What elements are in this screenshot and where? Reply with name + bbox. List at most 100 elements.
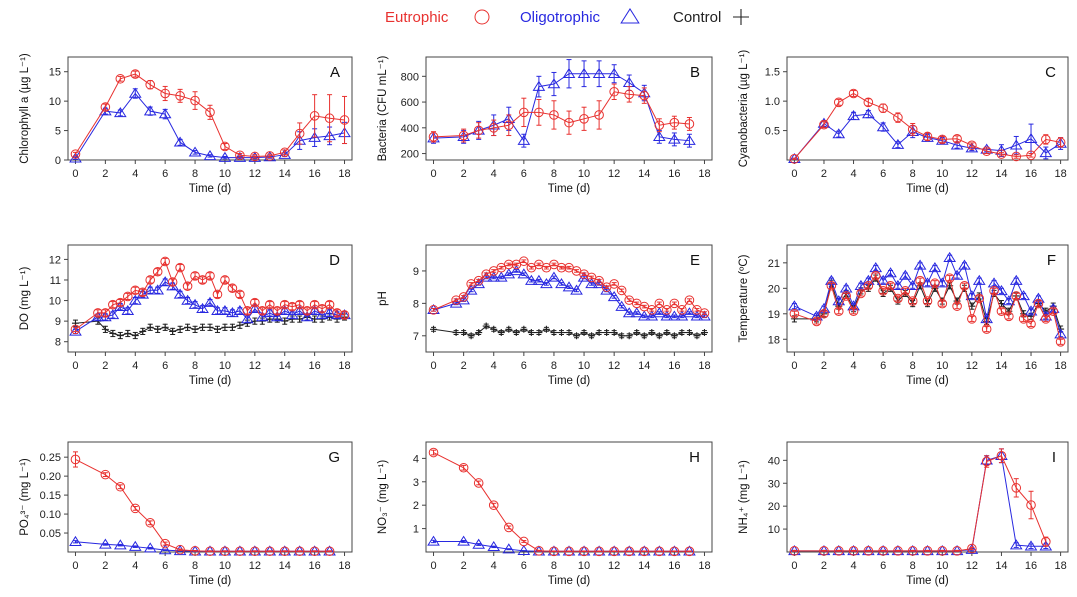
x-tick-label: 8 bbox=[910, 168, 916, 180]
panel-letter: D bbox=[329, 252, 340, 269]
data-point bbox=[1033, 298, 1044, 309]
series-line bbox=[75, 541, 330, 552]
data-point bbox=[1011, 291, 1022, 301]
data-point bbox=[861, 108, 875, 119]
x-tick-label: 0 bbox=[430, 168, 436, 180]
x-tick-label: 2 bbox=[821, 560, 827, 572]
data-point bbox=[646, 305, 657, 315]
data-point bbox=[458, 130, 469, 141]
data-point bbox=[547, 271, 561, 282]
series-eutrophic bbox=[428, 256, 710, 318]
series-line bbox=[794, 92, 1061, 160]
data-point bbox=[197, 275, 208, 285]
data-point bbox=[693, 332, 701, 340]
data-point bbox=[788, 544, 801, 556]
x-tick-label: 14 bbox=[279, 168, 291, 180]
data-point bbox=[967, 140, 977, 151]
data-point bbox=[203, 296, 217, 307]
data-point bbox=[683, 545, 696, 556]
data-point bbox=[700, 329, 708, 337]
data-point bbox=[921, 544, 934, 556]
data-point bbox=[257, 306, 268, 316]
x-tick-label: 0 bbox=[72, 560, 78, 572]
data-point bbox=[130, 285, 141, 296]
data-point bbox=[685, 329, 693, 337]
data-point bbox=[534, 546, 544, 556]
data-point bbox=[503, 259, 514, 270]
data-point bbox=[555, 278, 568, 289]
plot-frame bbox=[786, 56, 1069, 161]
data-point bbox=[996, 450, 1007, 461]
data-point bbox=[609, 546, 619, 557]
data-point bbox=[490, 325, 498, 333]
x-tick-label: 12 bbox=[608, 560, 620, 572]
x-tick-label: 18 bbox=[338, 168, 350, 180]
data-point bbox=[309, 546, 320, 557]
data-point bbox=[594, 546, 604, 557]
data-point bbox=[833, 97, 844, 108]
data-point bbox=[308, 545, 321, 556]
x-tick-label: 14 bbox=[638, 168, 650, 180]
data-point bbox=[654, 546, 665, 557]
data-point bbox=[143, 105, 157, 116]
data-point bbox=[577, 545, 591, 556]
data-point bbox=[577, 67, 591, 78]
data-point bbox=[1048, 306, 1059, 317]
data-point bbox=[505, 325, 513, 333]
data-point bbox=[848, 306, 859, 317]
data-point bbox=[205, 546, 215, 557]
data-point bbox=[167, 277, 178, 287]
data-point bbox=[317, 303, 327, 314]
data-point bbox=[1041, 536, 1051, 547]
x-tick-label: 16 bbox=[668, 360, 680, 372]
data-point bbox=[928, 262, 942, 273]
data-point bbox=[190, 271, 200, 281]
data-point bbox=[428, 305, 439, 315]
data-point bbox=[428, 132, 439, 142]
legend-label-oligotrophic: Oligotrophic bbox=[520, 9, 601, 26]
data-point bbox=[549, 110, 559, 120]
data-point bbox=[557, 329, 565, 337]
data-point bbox=[930, 278, 940, 289]
data-point bbox=[152, 266, 163, 277]
x-tick-label: 2 bbox=[461, 360, 467, 372]
x-tick-label: 8 bbox=[192, 168, 198, 180]
y-axis-title: Chlorophyll a (µg L⁻¹) bbox=[19, 53, 31, 164]
panel-d: 0 2 4 6 8 10 12 14 16 18 8 9 10 11 12 Time (d) DO (mg L⁻… bbox=[19, 244, 353, 387]
data-point bbox=[817, 544, 831, 556]
data-point bbox=[128, 294, 142, 305]
data-point bbox=[950, 139, 964, 150]
data-point bbox=[819, 119, 829, 130]
data-point bbox=[876, 274, 890, 285]
x-tick-label: 14 bbox=[638, 360, 650, 372]
x-tick-label: 18 bbox=[1054, 168, 1066, 180]
x-tick-label: 4 bbox=[132, 560, 138, 572]
series-line bbox=[433, 73, 690, 142]
x-tick-label: 12 bbox=[608, 168, 620, 180]
data-point bbox=[878, 103, 888, 114]
data-point bbox=[1026, 500, 1036, 510]
data-point bbox=[218, 545, 232, 556]
y-tick-label: 12 bbox=[49, 254, 61, 266]
data-point bbox=[108, 299, 118, 310]
data-point bbox=[220, 546, 230, 557]
y-tick-label: 0.15 bbox=[40, 490, 61, 502]
data-point bbox=[457, 535, 470, 546]
data-point bbox=[562, 67, 576, 78]
data-point bbox=[175, 544, 185, 555]
data-point bbox=[272, 306, 283, 316]
y-tick-label: 9 bbox=[55, 316, 61, 328]
series-eutrophic bbox=[789, 88, 1066, 164]
data-point bbox=[1002, 295, 1016, 306]
y-tick-label: 0.5 bbox=[765, 126, 780, 138]
data-point bbox=[279, 299, 290, 310]
data-point bbox=[594, 275, 604, 286]
legend: Eutrophic Oligotrophic Control bbox=[385, 8, 749, 26]
data-point bbox=[264, 299, 275, 310]
x-tick-label: 4 bbox=[491, 168, 497, 180]
x-tick-label: 18 bbox=[338, 360, 350, 372]
x-tick-label: 8 bbox=[551, 360, 557, 372]
x-tick-label: 14 bbox=[279, 360, 291, 372]
